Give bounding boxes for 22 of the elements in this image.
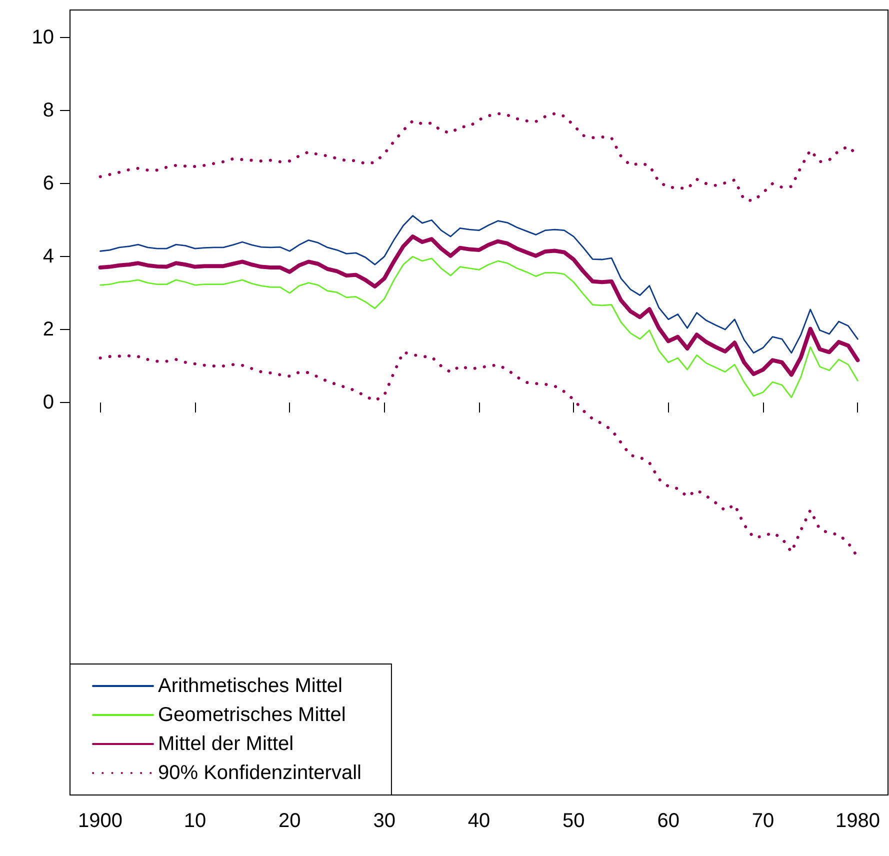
y-tick-label: 10 [32, 26, 54, 49]
x-tick-label: 70 [752, 810, 774, 832]
y-tick-label: 8 [42, 100, 54, 122]
line-series [98, 234, 860, 377]
line-series [100, 215, 858, 354]
y-tick-label: 2 [42, 318, 54, 341]
y-tick-label: 4 [42, 246, 54, 268]
legend-label: Geometrisches Mittel [158, 704, 346, 726]
line-series [100, 256, 858, 398]
legend-label: 90% Konfidenzintervall [158, 762, 362, 784]
legend-label: Arithmetisches Mittel [158, 675, 342, 697]
x-tick-label: 10 [184, 810, 206, 832]
x-tick-label: 1900 [78, 810, 123, 832]
legend-label: Mittel der Mittel [158, 733, 294, 755]
x-tick-label: 50 [562, 810, 585, 832]
x-tick-label: 30 [373, 810, 396, 832]
x-tick-label: 1980 [835, 810, 880, 832]
x-tick-label: 20 [278, 810, 301, 832]
x-tick-label: 60 [657, 810, 680, 832]
x-tick-label: 40 [468, 810, 490, 832]
y-tick-label: 6 [42, 172, 54, 195]
y-tick-label: 0 [42, 392, 54, 414]
